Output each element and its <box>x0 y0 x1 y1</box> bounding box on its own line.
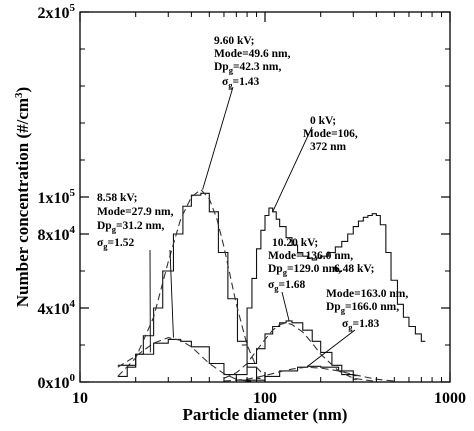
y-axis-title: Number concentration (#/cm3) <box>13 87 32 307</box>
annotation-9p60kv-line-1: 9.60 kV; <box>214 35 254 47</box>
annotation-0kv-line-1: 0 kV; <box>310 115 336 127</box>
series-0-step-line <box>117 192 261 379</box>
y-tick-label-1: 4x104 <box>38 298 76 318</box>
series-5-fit-line <box>223 322 377 382</box>
leader-6p48kv <box>307 329 356 367</box>
x-tick-label-2: 1000 <box>434 390 466 407</box>
annotation-9p60kv-line-3: Dpg=42.3 nm, <box>214 61 281 75</box>
x-tick-label-1: 100 <box>253 390 277 407</box>
annotation-6p48kv-line-4: σg=1.83 <box>342 318 379 332</box>
annotation-9p60kv: 9.60 kV; Mode=49.6 nm, Dpg=42.3 nm, σg=1… <box>214 35 291 90</box>
annotation-0kv: 0 kV; Mode=106, 372 nm <box>303 115 358 153</box>
annotation-10p20kv-line-3: Dpg=129.0 nm, <box>268 263 341 277</box>
annotation-8p58kv-line-1: 8.58 kV; <box>97 192 137 204</box>
y-tick-label-3: 1x105 <box>38 187 76 207</box>
annotation-6p48kv-line-2: Mode=163.0 nm, <box>326 288 408 300</box>
annotation-10p20kv-line-4: σg=1.68 <box>268 279 305 293</box>
annotation-8p58kv: 8.58 kV; Mode=27.9 nm, Dpg=31.2 nm, σg=1… <box>97 192 174 251</box>
annotation-6p48kv-line-3: Dpg=166.0 nm, <box>326 301 399 315</box>
x-axis-title: Particle diameter (nm) <box>183 405 348 424</box>
annotation-8p58kv-line-2: Mode=27.9 nm, <box>97 206 174 218</box>
series-3-fit-line <box>117 337 248 382</box>
annotation-9p60kv-line-2: Mode=49.6 nm, <box>214 48 291 60</box>
annotation-10p20kv-line-2: Mode= 136.0 nm, <box>268 250 353 262</box>
leader-8p58kv <box>169 249 174 338</box>
y-tick-label-0: 0x100 <box>38 372 76 392</box>
series-2-step-line <box>117 338 252 382</box>
series-8-step-line <box>241 207 426 346</box>
leader-10p20kv <box>281 291 290 322</box>
series-1-fit-line <box>117 188 266 377</box>
x-tick-label-0: 10 <box>72 390 88 407</box>
annotation-6p48kv-line-1: 6.48 kV; <box>334 263 374 275</box>
series-layer <box>117 188 426 382</box>
annotation-0kv-line-2: Mode=106, <box>303 128 358 140</box>
annotation-8p58kv-line-4: σg=1.52 <box>97 237 134 251</box>
annotation-0kv-line-3: 372 nm <box>310 141 347 153</box>
callout-layer <box>149 86 356 367</box>
y-tick-label-2: 8x104 <box>38 224 76 244</box>
leader-9p60kv <box>202 86 234 190</box>
series-4-step-line <box>236 320 358 380</box>
leader-0kv <box>272 126 313 212</box>
tick-layer: 10 100 1000 0x100 4x104 8x104 1x105 2x105 <box>38 2 467 407</box>
y-tick-label-4: 2x105 <box>38 2 76 22</box>
annotation-9p60kv-line-4: σg=1.43 <box>222 76 259 90</box>
annotation-8p58kv-line-3: Dpg=31.2 nm, <box>97 220 164 234</box>
series-7-fit-line <box>223 366 395 382</box>
series-6-step-line <box>247 365 358 381</box>
annotation-10p20kv: 10.20 kV; Mode= 136.0 nm, Dpg=129.0 nm, … <box>268 237 353 293</box>
annotation-10p20kv-line-1: 10.20 kV; <box>272 237 318 249</box>
annotation-6p48kv: 6.48 kV; Mode=163.0 nm, Dpg=166.0 nm, σg… <box>326 263 408 332</box>
